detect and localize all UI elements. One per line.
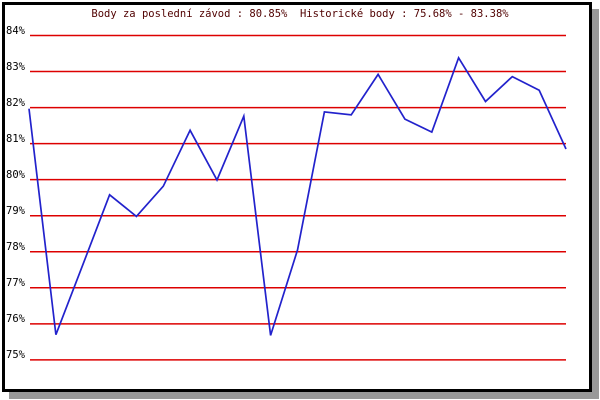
y-axis-tick-label: 82% [6, 96, 25, 109]
y-axis-tick-label: 77% [6, 276, 25, 289]
y-axis-tick-label: 78% [6, 240, 25, 253]
y-axis: 84% 83% 82% 81% 80% 79% 78% 77% 76% 75% [0, 0, 28, 400]
y-axis-tick-label: 79% [6, 204, 25, 217]
data-series-line [28, 55, 567, 336]
y-axis-tick-label: 83% [6, 60, 25, 73]
y-axis-tick-label: 80% [6, 168, 25, 181]
chart-window [2, 2, 592, 392]
y-axis-tick-label: 84% [6, 24, 25, 37]
y-axis-tick-label: 75% [6, 348, 25, 361]
chart-title: Body za poslední závod : 80.85% Historic… [91, 8, 509, 20]
y-axis-tick-label: 76% [6, 312, 25, 325]
gridlines [30, 34, 566, 361]
y-axis-tick-label: 81% [6, 132, 25, 145]
